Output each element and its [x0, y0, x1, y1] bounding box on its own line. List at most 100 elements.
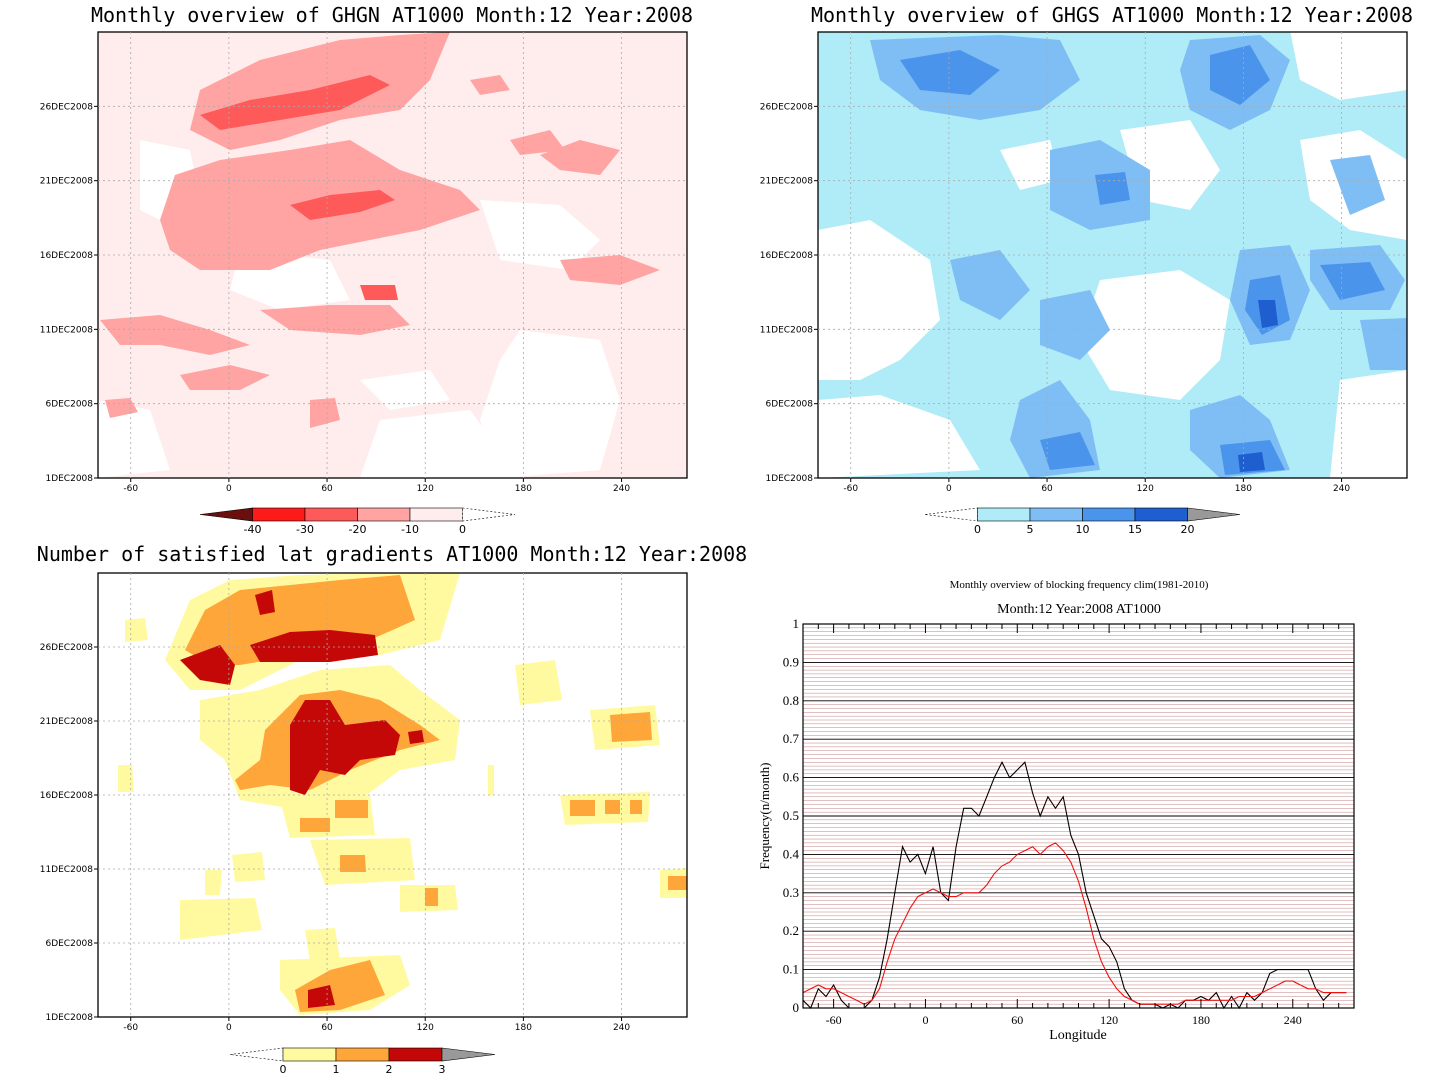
x-tick-label: 60 — [321, 484, 333, 494]
blocking-title: Monthly overview of blocking frequency c… — [950, 579, 1209, 591]
colorbar-arrow-low — [229, 1047, 284, 1062]
colorbar-tick-label: 0 — [459, 523, 466, 536]
y-tick-label: 21DEC2008 — [760, 177, 814, 187]
colorbar-swatch — [1134, 507, 1188, 522]
x-tick-label: 0 — [226, 1023, 232, 1033]
y-tick-label: 0.7 — [783, 731, 800, 746]
y-tick-label: 26DEC2008 — [40, 102, 94, 112]
colorbar-arrow-high — [462, 507, 516, 522]
blocking-series — [802, 760, 1347, 1010]
series-line-black — [802, 760, 1347, 1010]
ghgs-axes: -60 0 60 120 180 240 1DEC2008 6DEC2008 11DEC2008… — [760, 102, 1351, 494]
ghgn-axes: -60 0 60 120 180 240 1DEC2008 6DEC2008 11DEC2008… — [40, 102, 631, 494]
x-tick-label: -60 — [843, 484, 858, 494]
x-tick-label: 0 — [226, 484, 232, 494]
ghgn-title: Monthly overview of GHGN AT1000 Month:12… — [91, 3, 693, 27]
x-tick-label: 240 — [1284, 1013, 1302, 1027]
y-tick-label: 6DEC2008 — [45, 939, 93, 949]
latgrad-grid — [98, 573, 687, 1017]
latgrad-colorbar: 0 1 2 3 — [229, 1047, 496, 1076]
colorbar-swatch — [357, 507, 411, 522]
ghgn-grid — [98, 32, 687, 478]
ghgn-colorbar: -40 -30 -20 -10 0 — [199, 507, 516, 536]
ghgs-colorbar: 0 5 10 15 20 — [924, 507, 1241, 536]
colorbar-tick-label: 0 — [974, 523, 981, 536]
y-tick-label: 0.4 — [783, 846, 800, 861]
y-tick-label: 21DEC2008 — [40, 177, 94, 187]
x-tick-label: 60 — [1011, 1013, 1023, 1027]
y-tick-label: 0.5 — [783, 808, 799, 823]
blocking-panel: Monthly overview of blocking frequency c… — [757, 579, 1355, 1043]
colorbar-tick-label: 3 — [439, 1063, 446, 1076]
colorbar-tick-label: 2 — [386, 1063, 393, 1076]
colorbar-swatch — [388, 1047, 443, 1062]
x-tick-label: -60 — [826, 1013, 842, 1027]
colorbar-swatch — [977, 507, 1031, 522]
y-tick-label: 6DEC2008 — [765, 400, 813, 410]
x-tick-label: 240 — [613, 1023, 630, 1033]
y-tick-label: 0.8 — [783, 693, 799, 708]
y-tick-label: 16DEC2008 — [40, 251, 94, 261]
x-tick-label: -60 — [123, 1023, 138, 1033]
y-tick-label: 11DEC2008 — [40, 865, 94, 875]
y-tick-label: 0.9 — [783, 654, 799, 669]
x-tick-label: 0 — [946, 484, 952, 494]
ghgs-field — [818, 32, 1407, 478]
y-tick-label: 0.3 — [783, 885, 799, 900]
colorbar-tick-label: -10 — [401, 523, 419, 536]
colorbar-swatch — [304, 507, 358, 522]
y-tick-label: 26DEC2008 — [760, 102, 814, 112]
ghgn-panel: Monthly overview of GHGN AT1000 Month:12… — [40, 3, 693, 536]
x-tick-label: 120 — [417, 1023, 434, 1033]
x-tick-label: 0 — [922, 1013, 928, 1027]
y-tick-label: 1 — [793, 616, 800, 631]
y-tick-label: 21DEC2008 — [40, 717, 94, 727]
colorbar-swatch — [282, 1047, 337, 1062]
y-tick-label: 0 — [793, 1000, 800, 1015]
y-tick-label: 1DEC2008 — [765, 474, 813, 484]
x-tick-label: 120 — [417, 484, 434, 494]
colorbar-tick-label: 5 — [1027, 523, 1034, 536]
y-tick-label: 26DEC2008 — [40, 643, 94, 653]
colorbar-tick-label: 15 — [1128, 523, 1142, 536]
blocking-grid — [803, 623, 1354, 1009]
y-tick-label: 11DEC2008 — [760, 325, 814, 335]
colorbar-tick-label: -20 — [349, 523, 367, 536]
colorbar-swatch — [252, 507, 306, 522]
y-tick-label: 0.2 — [783, 923, 799, 938]
ghgs-grid — [818, 32, 1407, 478]
x-tick-label: 60 — [321, 1023, 333, 1033]
colorbar-tick-label: 0 — [280, 1063, 287, 1076]
blocking-subtitle: Month:12 Year:2008 AT1000 — [997, 602, 1161, 617]
colorbar-swatch — [335, 1047, 390, 1062]
colorbar-arrow-high — [441, 1047, 496, 1062]
x-tick-label: 240 — [1333, 484, 1350, 494]
y-tick-label: 6DEC2008 — [45, 400, 93, 410]
blocking-axes: 0 0.1 0.2 0.3 0.4 0.5 0.6 0.7 0.8 0.9 1 -60 0 60 120 18… — [783, 616, 1340, 1027]
y-tick-label: 1DEC2008 — [45, 1013, 93, 1023]
colorbar-arrow-low — [199, 507, 253, 522]
y-tick-label: 1DEC2008 — [45, 474, 93, 484]
colorbar-arrow-low — [924, 507, 978, 522]
colorbar-tick-label: 10 — [1076, 523, 1090, 536]
x-tick-label: 120 — [1137, 484, 1154, 494]
y-tick-label: 16DEC2008 — [40, 791, 94, 801]
x-tick-label: 180 — [1235, 484, 1252, 494]
ghgs-title: Monthly overview of GHGS AT1000 Month:12… — [811, 3, 1413, 27]
ghgs-panel: Monthly overview of GHGS AT1000 Month:12… — [760, 3, 1413, 536]
colorbar-swatch — [1029, 507, 1083, 522]
colorbar-tick-label: 1 — [333, 1063, 340, 1076]
colorbar-tick-label: -30 — [296, 523, 314, 536]
series-line-red — [802, 842, 1347, 1005]
y-tick-label: 0.1 — [783, 962, 799, 977]
blocking-xlabel: Longitude — [1049, 1028, 1107, 1043]
blocking-ylabel: Frequency(n/month) — [757, 763, 772, 870]
x-tick-label: 180 — [515, 1023, 532, 1033]
x-tick-label: 60 — [1041, 484, 1053, 494]
x-tick-label: 120 — [1100, 1013, 1118, 1027]
colorbar-tick-label: -40 — [244, 523, 262, 536]
y-tick-label: 16DEC2008 — [760, 251, 814, 261]
colorbar-swatch — [1082, 507, 1136, 522]
colorbar-tick-label: 20 — [1181, 523, 1195, 536]
latgrad-axes: -60 0 60 120 180 240 1DEC2008 6DEC2008 11DEC2008… — [40, 643, 631, 1033]
